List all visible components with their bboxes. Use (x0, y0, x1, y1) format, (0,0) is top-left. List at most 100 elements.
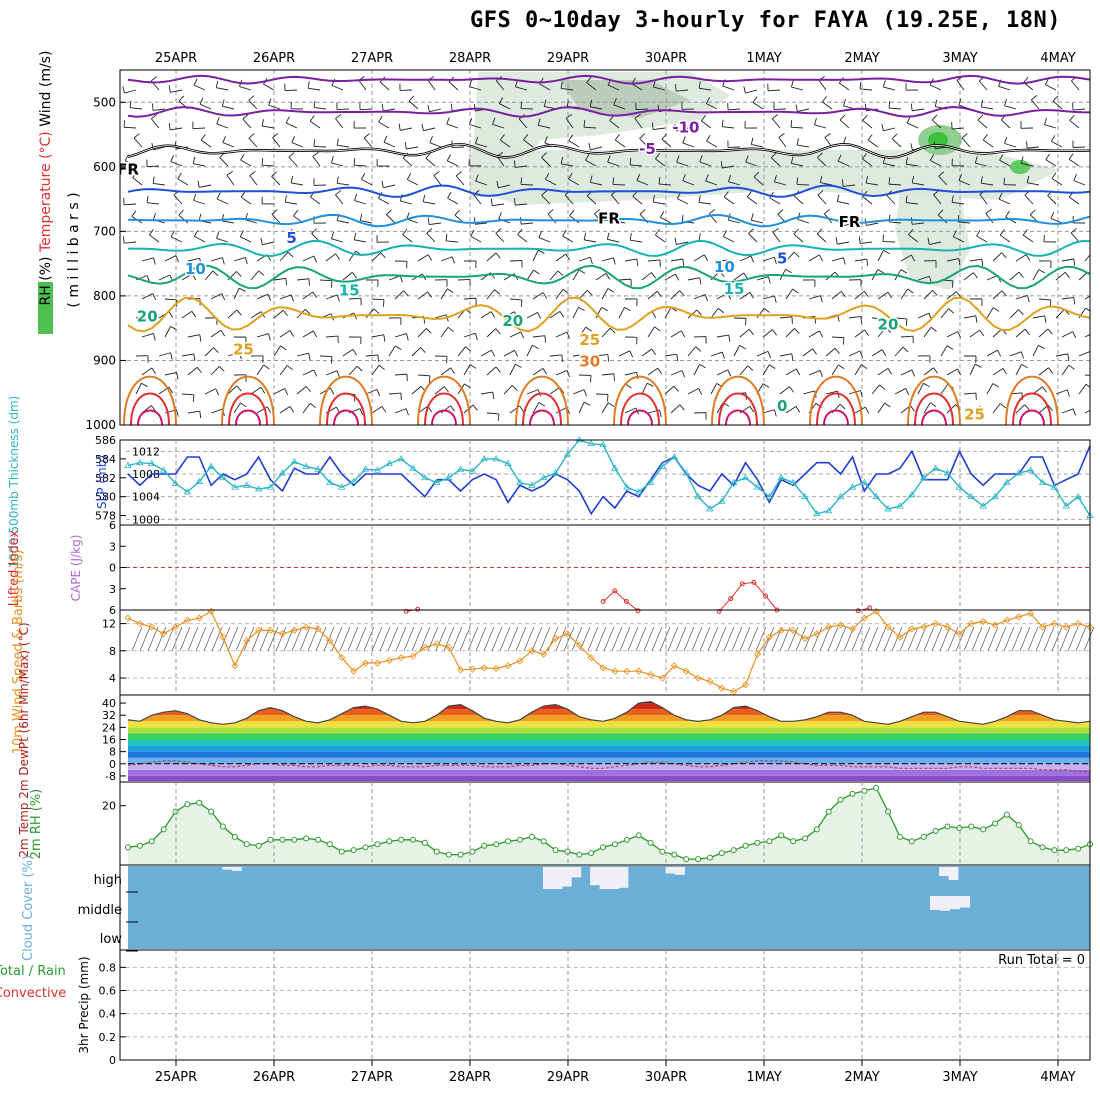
wind-barb (763, 307, 770, 313)
wind-barb (139, 626, 151, 651)
wind-barb (793, 233, 804, 243)
wind-barb (974, 156, 978, 164)
time-axes: 25APR25APR26APR26APR27APR27APR28APR28APR… (119, 51, 1091, 1085)
wind-barb (948, 308, 955, 314)
wind-speed-point (599, 664, 607, 672)
wind-barb (378, 197, 390, 205)
surface-warm-contour (235, 409, 261, 425)
thickness-point (551, 469, 560, 476)
wind-barb (451, 256, 455, 264)
wind-barb (746, 196, 758, 205)
cloud-cover-ylabel: Cloud Cover (%) (21, 855, 36, 961)
rh-point (505, 838, 512, 845)
wind-barb (979, 626, 991, 651)
wind-barb (515, 626, 527, 651)
wind-barb (342, 348, 354, 357)
wind-barb (248, 95, 255, 101)
wind-barb (748, 329, 754, 336)
cloud-level-label: low (100, 932, 123, 947)
wind-barb (693, 364, 701, 376)
upper-air-units: ( m i l l i b a r s ) (66, 192, 82, 307)
wind-barb (1001, 290, 1007, 297)
wind-barb (152, 176, 155, 184)
wind-barb (607, 288, 615, 293)
wind-barb (371, 405, 383, 414)
wind-barb (980, 176, 983, 184)
wind-barb (164, 372, 177, 376)
wind-barb (227, 351, 240, 357)
wind-barb (566, 370, 570, 378)
wind-barb (204, 270, 214, 281)
wind-barb (1044, 117, 1047, 125)
wind-barb (496, 180, 499, 188)
wind-barb (727, 292, 732, 300)
wind-barb (698, 195, 701, 203)
upper-air-ylabel-part: Wind (m/s) (38, 51, 54, 127)
wind-barb (220, 330, 226, 337)
wind-barb (791, 86, 804, 91)
wind-barb (923, 367, 934, 376)
temperature-contour-10 (127, 214, 1090, 228)
wind-barb (817, 152, 823, 158)
wind-barb (519, 405, 525, 412)
wind-barb (150, 118, 160, 129)
wind-barb (601, 288, 609, 300)
wind-barb (1038, 269, 1046, 274)
wind-barb (256, 293, 269, 300)
wind-barb (313, 139, 315, 147)
wind-barb (171, 626, 183, 651)
y-tick-label: 6 (109, 604, 116, 617)
wind-barb (542, 292, 548, 299)
wind-barb (1050, 135, 1056, 142)
wind-barb (595, 307, 602, 319)
wind-barb (860, 316, 863, 324)
y-tick-label: 1000 (85, 418, 116, 432)
wind-barb (651, 311, 657, 319)
wind-barb (457, 278, 471, 281)
wind-barb (1055, 353, 1068, 357)
wind-speed-point (540, 650, 548, 658)
rh-point (873, 784, 880, 791)
wind-barb (1083, 626, 1095, 651)
wind-barb (1015, 254, 1027, 262)
wind-barb (279, 251, 289, 262)
wind-barb (843, 257, 846, 265)
rh-point (362, 844, 369, 851)
wind-speed-point (563, 630, 571, 638)
wind-barb (722, 230, 728, 237)
chart-title: GFS 0~10day 3-hourly for FAYA (19.25E, 1… (470, 8, 1062, 33)
wind-barb (325, 253, 336, 262)
wind-barb (279, 365, 288, 376)
wind-barb (572, 307, 579, 319)
wind-barb (613, 257, 616, 265)
wind-barb (842, 179, 844, 187)
wind-speed-point (706, 677, 714, 685)
date-label-bottom: 25APR (155, 1070, 197, 1085)
wind-barb (538, 249, 545, 254)
wind-barb (545, 173, 550, 180)
wind-barb (721, 351, 725, 359)
wind-speed-point (635, 667, 643, 675)
wind-barb (779, 386, 790, 395)
surface-warm-contour (221, 375, 275, 425)
wind-barb (790, 126, 804, 129)
contour-label: FR (839, 213, 861, 231)
wind-barb (772, 227, 779, 233)
wind-barb (859, 81, 862, 90)
wind-barb (440, 405, 451, 414)
wind-barb (499, 134, 505, 141)
wind-barb (248, 100, 258, 110)
wind-barb (470, 229, 475, 237)
wind-barb (839, 114, 846, 121)
wind-barb (1024, 328, 1030, 335)
wind-barb (651, 272, 656, 279)
wind-barb (271, 176, 281, 186)
wind-barb (538, 402, 546, 407)
rh-point (267, 836, 274, 843)
wind-barb (216, 231, 220, 239)
wind-barb (191, 273, 197, 281)
wind-barb (906, 116, 911, 124)
wind-barb (245, 257, 248, 265)
wind-barb (932, 290, 938, 296)
wind-barb (976, 229, 981, 237)
